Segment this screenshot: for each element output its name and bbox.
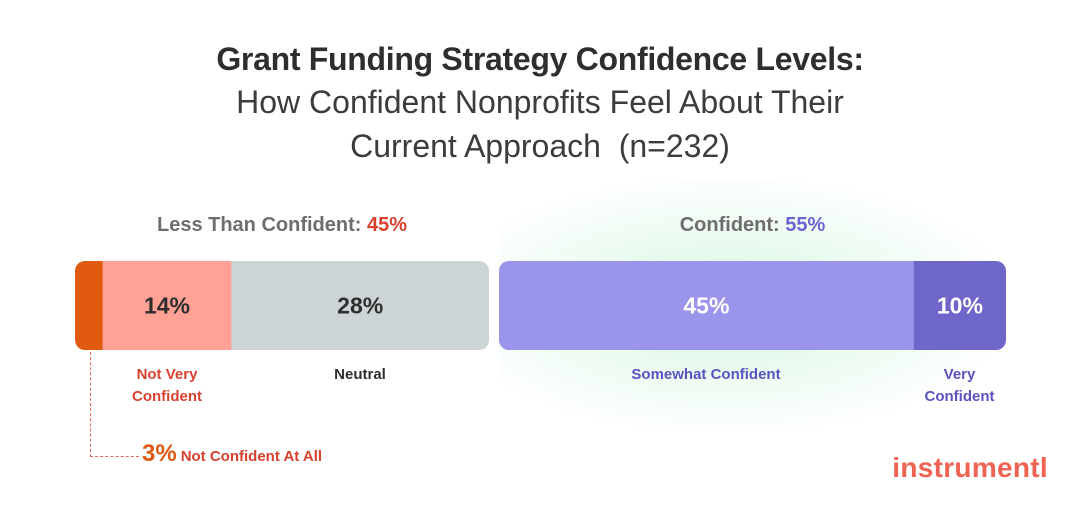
bar-not-very-confident xyxy=(102,261,232,350)
callout-connector-line xyxy=(90,352,139,457)
callout-value: 3% xyxy=(142,440,177,467)
value-labels: 14% 28% 45% 10% xyxy=(144,293,983,319)
category-label-very-confident: Very Confident xyxy=(924,366,995,405)
bar-group-confident xyxy=(499,261,1006,350)
chart-subtitle: How Confident Nonprofits Feel About Thei… xyxy=(236,84,844,164)
group-value: 45% xyxy=(366,214,408,236)
callout-not-confident-at-all: 3% Not Confident At All xyxy=(142,440,322,468)
bar-neutral xyxy=(231,261,489,350)
category-label-somewhat-confident: Somewhat Confident xyxy=(631,366,781,383)
group-label-text: Less Than Confident: xyxy=(156,214,367,236)
chart-title-block: Grant Funding Strategy Confidence Levels… xyxy=(0,38,1080,168)
group-label-less-confident: Less Than Confident: 45% xyxy=(75,214,489,237)
bar-very-confident xyxy=(913,261,1006,350)
chart-title: Grant Funding Strategy Confidence Levels… xyxy=(216,41,864,77)
brand-logo: instrumentl xyxy=(892,452,1048,483)
group-value: 55% xyxy=(785,214,826,236)
bar-group-less-confident xyxy=(75,261,489,350)
value-label-not-very-confident: 14% xyxy=(144,293,190,319)
group-label-confident: Confident: 55% xyxy=(499,214,1006,237)
category-label-not-very-confident: Not Very Confident xyxy=(132,366,202,405)
value-label-very-confident: 10% xyxy=(937,293,983,319)
bar-somewhat-confident xyxy=(499,261,915,350)
group-label-text: Confident: xyxy=(679,214,786,236)
category-label-neutral: Neutral xyxy=(334,366,386,383)
value-label-neutral: 28% xyxy=(337,293,383,319)
value-label-somewhat-confident: 45% xyxy=(683,293,729,319)
bar-not-confident-at-all xyxy=(75,261,104,350)
callout-label: Not Confident At All xyxy=(180,448,323,465)
